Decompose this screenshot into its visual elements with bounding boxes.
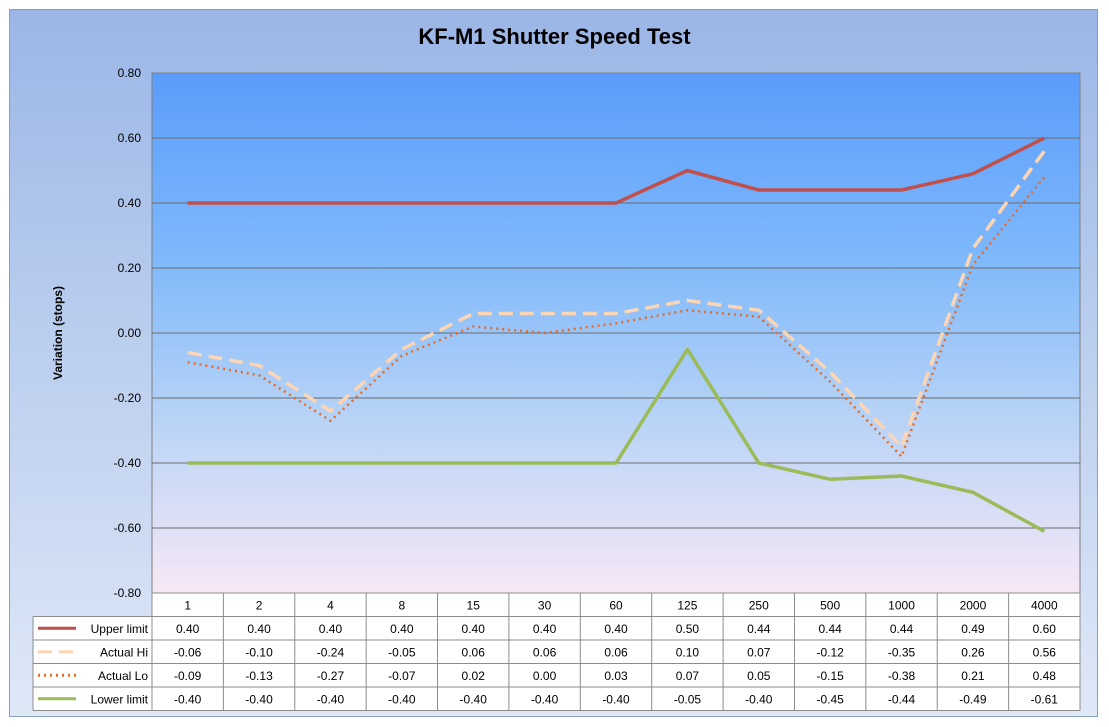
- y-tick-label: 0.80: [118, 66, 142, 80]
- data-label: 0.03: [604, 669, 628, 683]
- series-line: [187, 347, 1046, 533]
- data-label: 0.40: [319, 622, 343, 636]
- data-label: 0.05: [747, 669, 771, 683]
- y-tick-label: -0.20: [114, 391, 142, 405]
- data-label: 0.40: [462, 622, 486, 636]
- x-tick-label: 15: [467, 598, 481, 612]
- data-label: -0.06: [174, 645, 202, 659]
- series-line: [187, 149, 1046, 449]
- series-line: [187, 136, 1046, 205]
- data-label: 0.07: [747, 645, 771, 659]
- x-tick-label: 1000: [888, 598, 915, 612]
- y-axis-label: Variation (stops): [51, 286, 65, 380]
- data-label: -0.10: [245, 645, 273, 659]
- y-tick-label: 0.40: [118, 196, 142, 210]
- data-label: 0.07: [676, 669, 700, 683]
- data-label: -0.40: [745, 692, 773, 706]
- data-label: 0.10: [676, 645, 700, 659]
- legend-label: Upper limit: [91, 622, 149, 636]
- chart-title: KF-M1 Shutter Speed Test: [418, 24, 691, 49]
- data-label: 0.56: [1033, 645, 1057, 659]
- data-label: -0.15: [816, 669, 844, 683]
- x-tick-label: 2000: [960, 598, 987, 612]
- y-tick-label: 0.20: [118, 261, 142, 275]
- data-label: -0.40: [174, 692, 202, 706]
- data-label: 0.06: [533, 645, 557, 659]
- data-label: 0.44: [818, 622, 842, 636]
- x-tick-label: 8: [399, 598, 406, 612]
- data-label: -0.38: [888, 669, 916, 683]
- series-line: [187, 176, 1046, 458]
- data-label: -0.44: [888, 692, 916, 706]
- data-label: -0.05: [674, 692, 702, 706]
- x-tick-label: 60: [609, 598, 623, 612]
- y-tick-label: -0.80: [114, 586, 142, 600]
- data-label: 0.26: [961, 645, 985, 659]
- data-label: 0.40: [390, 622, 414, 636]
- data-label: -0.40: [460, 692, 488, 706]
- data-label: 0.40: [533, 622, 557, 636]
- legend-label: Actual Lo: [98, 669, 148, 683]
- data-label: 0.49: [961, 622, 985, 636]
- data-label: -0.09: [174, 669, 202, 683]
- y-tick-label: -0.60: [114, 521, 142, 535]
- x-tick-label: 125: [677, 598, 697, 612]
- x-tick-label: 4: [327, 598, 334, 612]
- data-label: -0.07: [388, 669, 416, 683]
- data-label: 0.50: [676, 622, 700, 636]
- x-tick-label: 4000: [1031, 598, 1058, 612]
- data-label: -0.40: [388, 692, 416, 706]
- data-label: -0.24: [317, 645, 345, 659]
- data-label: 0.60: [1033, 622, 1057, 636]
- data-label: -0.45: [816, 692, 844, 706]
- data-label: -0.40: [245, 692, 273, 706]
- data-label: 0.00: [533, 669, 557, 683]
- table-header-bg: [152, 593, 1080, 617]
- data-label: 0.06: [462, 645, 486, 659]
- data-label: -0.12: [816, 645, 844, 659]
- data-label: 0.40: [604, 622, 628, 636]
- data-label: -0.40: [602, 692, 630, 706]
- data-label: -0.05: [388, 645, 416, 659]
- data-label: 0.21: [961, 669, 985, 683]
- y-tick-label: 0.60: [118, 131, 142, 145]
- data-label: 0.48: [1033, 669, 1057, 683]
- data-label: 0.40: [176, 622, 200, 636]
- data-label: 0.06: [604, 645, 628, 659]
- legend-label: Actual Hi: [100, 645, 148, 659]
- data-label: -0.13: [245, 669, 273, 683]
- data-label: -0.35: [888, 645, 916, 659]
- data-label: -0.40: [531, 692, 559, 706]
- data-label: 0.40: [247, 622, 271, 636]
- x-tick-label: 250: [749, 598, 769, 612]
- x-tick-label: 500: [820, 598, 840, 612]
- x-tick-label: 1: [184, 598, 191, 612]
- x-tick-label: 30: [538, 598, 552, 612]
- legend-label: Lower limit: [91, 692, 149, 706]
- data-label: 0.02: [462, 669, 486, 683]
- y-tick-label: -0.40: [114, 456, 142, 470]
- x-tick-label: 2: [256, 598, 263, 612]
- data-label: -0.40: [317, 692, 345, 706]
- y-tick-label: 0.00: [118, 326, 142, 340]
- data-label: 0.44: [890, 622, 914, 636]
- data-label: -0.27: [317, 669, 345, 683]
- data-label: -0.61: [1031, 692, 1059, 706]
- data-label: -0.49: [959, 692, 987, 706]
- data-label: 0.44: [747, 622, 771, 636]
